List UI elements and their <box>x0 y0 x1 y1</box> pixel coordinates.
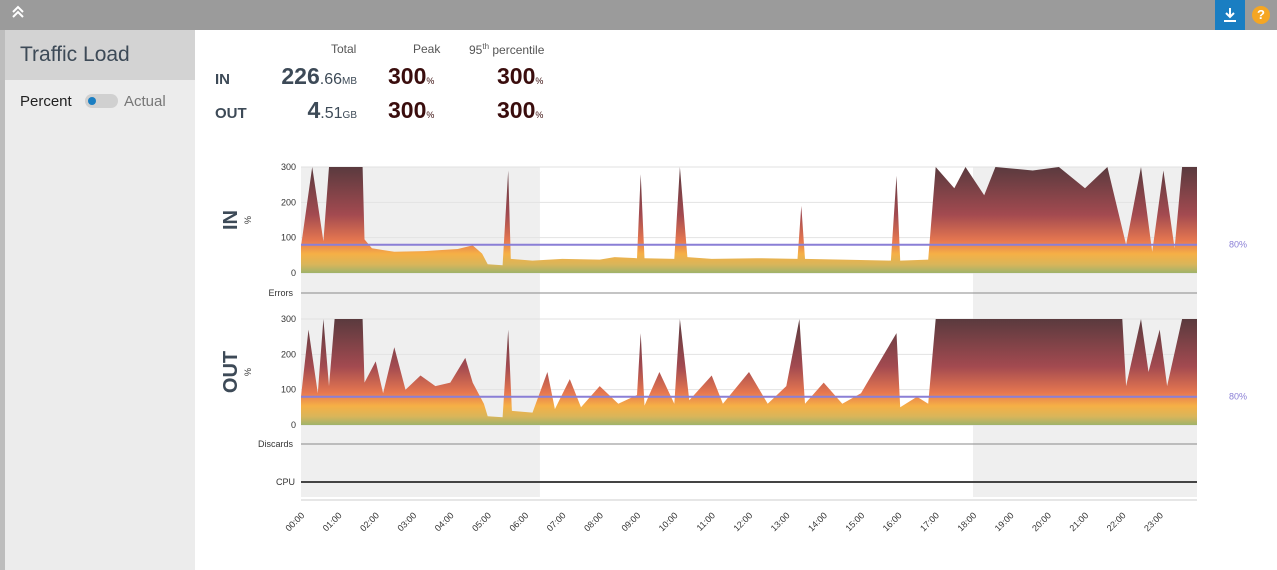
double-chevron-up-icon[interactable] <box>8 5 28 25</box>
out-ytick-label: 100 <box>281 385 296 395</box>
x-tick-label: 17:00 <box>918 510 941 533</box>
download-icon <box>1224 8 1236 22</box>
x-tick-label: 22:00 <box>1105 510 1128 533</box>
header-total: Total <box>331 42 357 56</box>
in-unit-label: % <box>243 216 253 224</box>
x-tick-label: 07:00 <box>545 510 568 533</box>
row-label-out: OUT <box>215 105 247 122</box>
out-ytick-label: 300 <box>281 314 296 324</box>
x-tick-label: 18:00 <box>955 510 978 533</box>
toggle-knob <box>88 97 96 105</box>
shaded-period-1 <box>973 167 1197 497</box>
page-title: Traffic Load <box>20 43 130 66</box>
x-tick-label: 08:00 <box>582 510 605 533</box>
toggle-label-percent: Percent <box>20 93 72 110</box>
x-tick-label: 02:00 <box>358 510 381 533</box>
x-tick-label: 21:00 <box>1067 510 1090 533</box>
out-unit-label: % <box>243 368 253 376</box>
x-tick-label: 13:00 <box>769 510 792 533</box>
p95-out: 300% <box>497 97 544 123</box>
sidebar-title-bar: Traffic Load <box>5 30 195 80</box>
help-icon[interactable]: ? <box>1252 6 1270 24</box>
x-tick-label: 00:00 <box>283 510 306 533</box>
x-tick-label: 15:00 <box>843 510 866 533</box>
discards-label: Discards <box>258 439 294 449</box>
x-tick-label: 16:00 <box>881 510 904 533</box>
row-label-in: IN <box>215 71 230 88</box>
peak-in: 300% <box>388 63 435 89</box>
toggle-label-actual: Actual <box>124 93 166 110</box>
out-ytick-label: 0 <box>291 420 296 430</box>
in-threshold-label: 80% <box>1229 240 1247 250</box>
in-ytick-label: 0 <box>291 268 296 278</box>
x-tick-label: 19:00 <box>993 510 1016 533</box>
in-traffic-area <box>301 167 1197 273</box>
cpu-label: CPU <box>276 477 295 487</box>
x-tick-label: 14:00 <box>806 510 829 533</box>
x-tick-label: 23:00 <box>1142 510 1165 533</box>
in-panel-title: IN <box>220 210 242 230</box>
in-ytick-label: 300 <box>281 162 296 172</box>
sidebar: Traffic Load Percent Actual <box>5 30 195 570</box>
in-ytick-label: 100 <box>281 233 296 243</box>
x-tick-label: 20:00 <box>1030 510 1053 533</box>
x-tick-label: 04:00 <box>433 510 456 533</box>
top-toolbar: ? <box>0 0 1277 30</box>
total-in: 226.66MB <box>281 63 357 89</box>
errors-label: Errors <box>269 288 294 298</box>
x-tick-label: 06:00 <box>507 510 530 533</box>
x-tick-label: 01:00 <box>321 510 344 533</box>
out-traffic-area <box>301 319 1197 425</box>
out-threshold-label: 80% <box>1229 392 1247 402</box>
x-tick-label: 05:00 <box>470 510 493 533</box>
left-edge <box>0 30 5 570</box>
x-tick-label: 03:00 <box>395 510 418 533</box>
p95-in: 300% <box>497 63 544 89</box>
x-tick-label: 09:00 <box>619 510 642 533</box>
in-ytick-label: 200 <box>281 197 296 207</box>
x-tick-label: 11:00 <box>695 510 718 533</box>
total-out: 4.51GB <box>307 97 358 123</box>
out-panel-title: OUT <box>220 351 242 393</box>
out-ytick-label: 200 <box>281 349 296 359</box>
x-tick-label: 10:00 <box>657 510 680 533</box>
download-button[interactable] <box>1215 0 1245 30</box>
shaded-period-0 <box>301 167 540 497</box>
percent-actual-toggle[interactable] <box>85 94 118 108</box>
peak-out: 300% <box>388 97 435 123</box>
header-p95: 95th percentile <box>469 42 545 57</box>
x-tick-label: 12:00 <box>731 510 754 533</box>
header-peak: Peak <box>413 42 441 56</box>
